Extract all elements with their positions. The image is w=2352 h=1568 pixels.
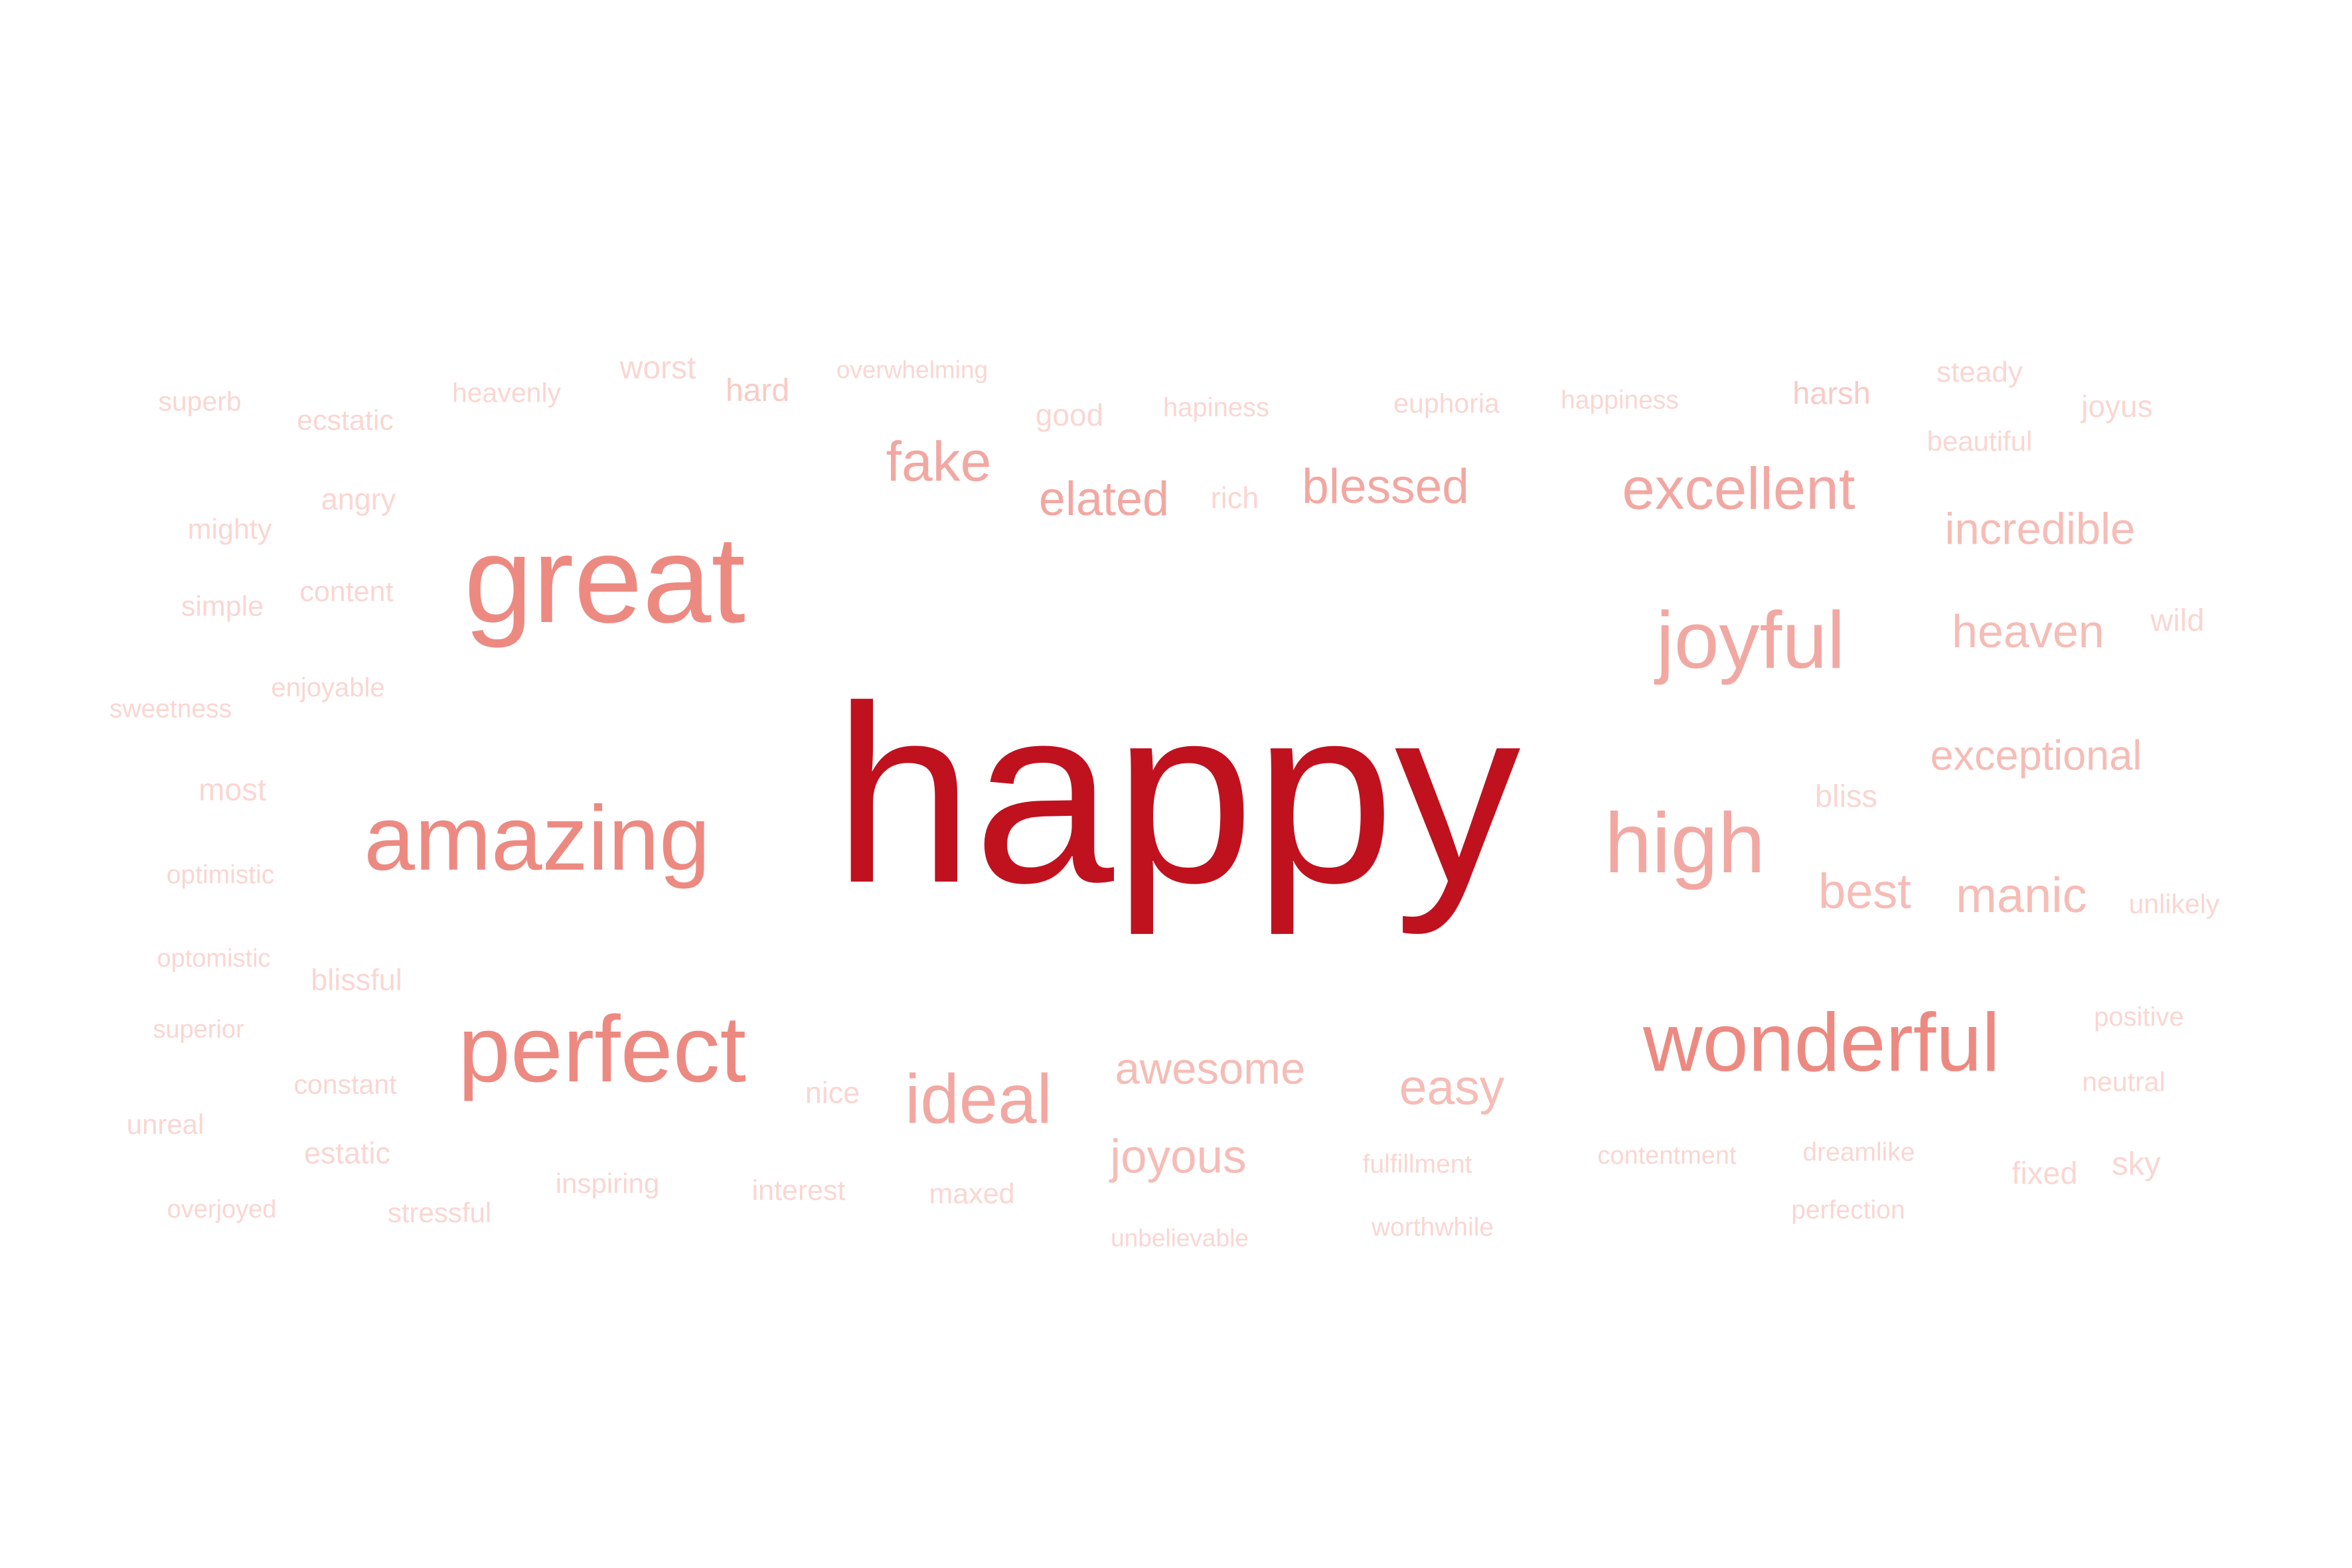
word-heaven: heaven (1952, 605, 2104, 657)
word-beautiful: beautiful (1926, 426, 2033, 457)
word-wild: wild (2150, 602, 2205, 638)
word-rich: rich (1210, 481, 1259, 515)
word-elated: elated (1038, 473, 1170, 526)
word-angry: angry (321, 482, 396, 516)
word-worthwhile: worthwhile (1371, 1213, 1494, 1242)
word-ideal: ideal (905, 1060, 1052, 1138)
word-steady: steady (1936, 356, 2023, 388)
word-interest: interest (751, 1174, 846, 1207)
word-joyus: joyus (2081, 389, 2153, 424)
word-joyous: joyous (1110, 1131, 1247, 1184)
word-good: good (1035, 398, 1104, 432)
word-superior: superior (153, 1016, 244, 1044)
word-incredible: incredible (1944, 504, 2136, 554)
word-stressful: stressful (387, 1197, 492, 1228)
word-constant: constant (293, 1069, 397, 1100)
word-joyful: joyful (1656, 595, 1845, 685)
word-content: content (299, 576, 394, 608)
word-perfect: perfect (457, 996, 747, 1102)
word-overwhelming: overwhelming (836, 356, 988, 384)
word-sweetness: sweetness (109, 694, 232, 724)
word-enjoyable: enjoyable (271, 673, 385, 702)
word-sky: sky (2112, 1146, 2161, 1182)
word-easy: easy (1399, 1059, 1505, 1115)
word-mighty: mighty (187, 513, 272, 546)
word-manic: manic (1956, 868, 2087, 923)
word-unbelievable: unbelievable (1111, 1224, 1249, 1252)
word-overjoyed: overjoyed (167, 1196, 277, 1223)
word-contentment: contentment (1597, 1142, 1737, 1170)
word-exceptional: exceptional (1930, 732, 2142, 779)
word-unlikely: unlikely (2128, 888, 2220, 919)
word-worst: worst (619, 351, 696, 386)
word-excellent: excellent (1622, 455, 1855, 522)
word-hapiness: hapiness (1162, 393, 1270, 422)
word-amazing: amazing (364, 787, 710, 890)
word-euphoria: euphoria (1393, 388, 1500, 419)
word-heavenly: heavenly (451, 377, 562, 408)
word-bliss: bliss (1814, 778, 1878, 814)
word-optimistic: optimistic (166, 860, 275, 890)
word-positive: positive (2094, 1002, 2184, 1032)
word-maxed: maxed (929, 1178, 1015, 1210)
word-wonderful: wonderful (1643, 997, 2000, 1089)
word-fake: fake (886, 430, 992, 493)
word-happiness: happiness (1561, 386, 1679, 415)
word-nice: nice (805, 1075, 860, 1110)
word-neutral: neutral (2082, 1066, 2165, 1097)
word-fixed: fixed (2011, 1155, 2078, 1191)
word-fulfillment: fulfillment (1362, 1150, 1472, 1179)
word-most: most (198, 771, 266, 807)
word-perfection: perfection (1791, 1196, 1905, 1225)
word-blessed: blessed (1302, 459, 1469, 514)
word-inspiring: inspiring (555, 1168, 660, 1199)
word-ecstatic: ecstatic (297, 404, 394, 437)
word-happy: happy (833, 653, 1521, 935)
word-simple: simple (181, 590, 264, 623)
word-great: great (464, 511, 745, 649)
word-superb: superb (158, 386, 242, 417)
word-estatic: estatic (303, 1136, 391, 1170)
word-hard: hard (725, 373, 790, 408)
word-high: high (1605, 796, 1765, 891)
word-blissful: blissful (311, 963, 402, 997)
word-unreal: unreal (126, 1109, 204, 1140)
word-optomistic: optomistic (157, 945, 271, 973)
word-best: best (1818, 864, 1911, 919)
word-awesome: awesome (1115, 1044, 1306, 1094)
word-harsh: harsh (1792, 375, 1871, 411)
word-dreamlike: dreamlike (1802, 1138, 1915, 1167)
